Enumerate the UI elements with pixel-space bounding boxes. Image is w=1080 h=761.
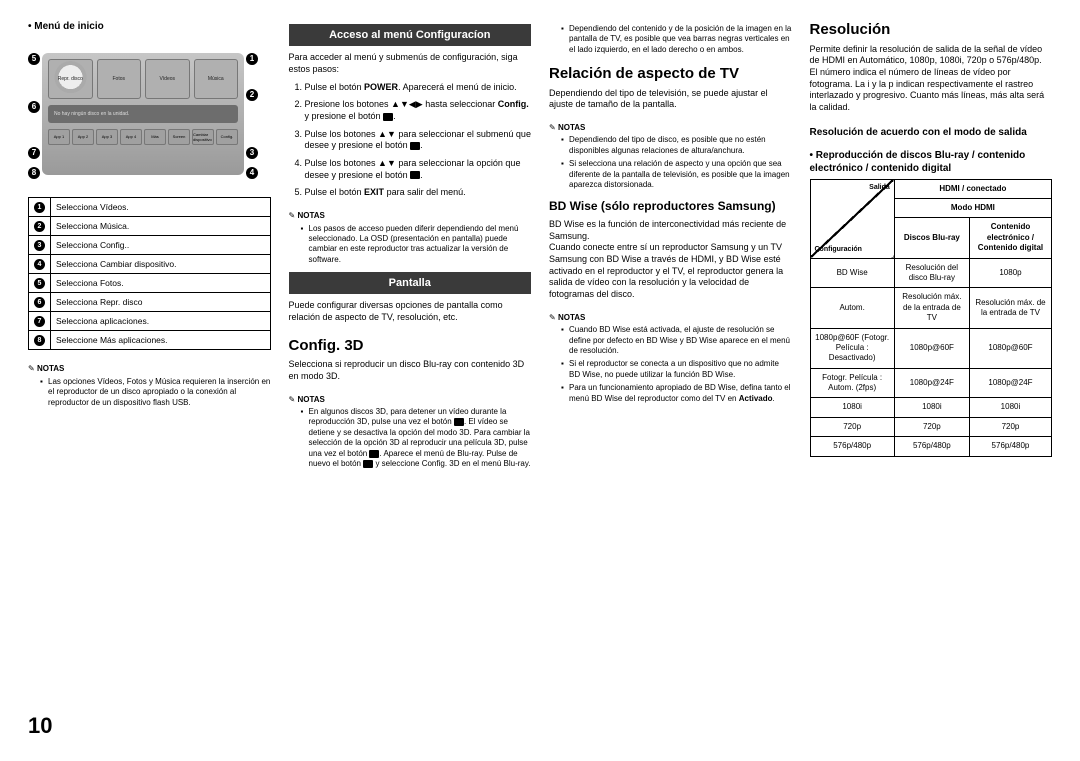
table-row: Fotogr. Película : Autom. (2fps)1080p@24… — [810, 368, 1052, 398]
tile-videos: Vídeos — [145, 59, 190, 99]
list-item: Los pasos de acceso pueden diferir depen… — [301, 224, 532, 266]
list-item: Para un funcionamiento apropiado de BD W… — [561, 383, 792, 404]
table-row: 4Selecciona Cambiar dispositivo. — [29, 255, 271, 274]
heading-res-repro: Reproducción de discos Blu-ray / conteni… — [810, 149, 1053, 175]
column-4: Resolución Permite definir la resolución… — [810, 20, 1053, 706]
list-item: Pulse los botones ▲▼ para seleccionar la… — [305, 158, 532, 181]
column-3: Dependiendo del contenido y de la posici… — [549, 20, 792, 706]
notes-list: Dependiendo del tipo de disco, es posibl… — [549, 135, 792, 193]
callout-4: 4 — [246, 167, 258, 179]
legend-table: 1Selecciona Vídeos. 2Selecciona Música. … — [28, 197, 271, 350]
table-row: 1Selecciona Vídeos. — [29, 198, 271, 217]
table-row: Autom.Resolución máx. de la entrada de T… — [810, 288, 1052, 328]
table-row: 3Selecciona Config.. — [29, 236, 271, 255]
column-2: Acceso al menú Configuracíon Para accede… — [289, 20, 532, 706]
list-item: En algunos discos 3D, para detener un ví… — [301, 407, 532, 469]
notes-list: Los pasos de acceso pueden diferir depen… — [289, 224, 532, 269]
callout-6: 6 — [28, 101, 40, 113]
callout-8: 8 — [28, 167, 40, 179]
callout-2: 2 — [246, 89, 258, 101]
band-pantalla: Pantalla — [289, 272, 532, 294]
list-item: Pulse el botón EXIT para salir del menú. — [305, 187, 532, 199]
resolution-table: Salida Configuración HDMI / conectado Mo… — [810, 179, 1053, 457]
table-row: 7Selecciona aplicaciones. — [29, 312, 271, 331]
steps-list: Pulse el botón POWER. Aparecerá el menú … — [289, 82, 532, 206]
notas-label: NOTAS — [28, 364, 271, 374]
pantalla-body: Puede configurar diversas opciones de pa… — [289, 300, 532, 323]
callout-5: 5 — [28, 53, 40, 65]
table-row: 1080i1080i1080i — [810, 398, 1052, 417]
table-row: 8Seleccione Más aplicaciones. — [29, 331, 271, 350]
tile-photos: Fotos — [97, 59, 142, 99]
acceso-intro: Para acceder al menú y submenús de confi… — [289, 52, 532, 75]
heading-config3d: Config. 3D — [289, 336, 532, 356]
notes-list: Dependiendo del contenido y de la posici… — [549, 24, 792, 58]
notas-label: NOTAS — [289, 395, 532, 405]
list-item: Dependiendo del contenido y de la posici… — [561, 24, 792, 55]
notes-list: Cuando BD Wise está activada, el ajuste … — [549, 325, 792, 407]
heading-bdwise: BD Wise (sólo reproductores Samsung) — [549, 199, 792, 215]
table-row: 2Selecciona Música. — [29, 217, 271, 236]
callout-1: 1 — [246, 53, 258, 65]
list-item: Si el reproductor se conecta a un dispos… — [561, 359, 792, 380]
list-item: Dependiendo del tipo de disco, es posibl… — [561, 135, 792, 156]
notes-list: En algunos discos 3D, para detener un ví… — [289, 407, 532, 472]
table-row: 1080p@60F (Fotogr. Película : Desactivad… — [810, 328, 1052, 368]
resolucion-body: Permite definir la resolución de salida … — [810, 44, 1053, 114]
menu-inicio-title: Menú de inicio — [28, 20, 271, 33]
list-item: Cuando BD Wise está activada, el ajuste … — [561, 325, 792, 356]
page-number: 10 — [28, 712, 1052, 741]
mockup-status-bar: No hay ningún disco en la unidad. — [48, 105, 238, 123]
table-row: 5Selecciona Fotos. — [29, 274, 271, 293]
bdwise-body: BD Wise es la función de interconectivid… — [549, 219, 792, 301]
diag-header: Salida Configuración — [810, 179, 894, 258]
table-row: BD WiseResolución del disco Blu-ray1080p — [810, 258, 1052, 288]
heading-res-mode: Resolución de acuerdo con el modo de sal… — [810, 126, 1053, 139]
callout-3: 3 — [246, 147, 258, 159]
table-row: 720p720p720p — [810, 417, 1052, 436]
table-row: 6Selecciona Repr. disco — [29, 293, 271, 312]
heading-relacion: Relación de aspecto de TV — [549, 64, 792, 84]
home-menu-mockup: Repr. disco Fotos Vídeos Música No hay n… — [28, 39, 258, 189]
list-item: Presione los botones ▲▼◀▶ hasta seleccio… — [305, 99, 532, 122]
list-item: Pulse los botones ▲▼ para seleccionar el… — [305, 129, 532, 152]
tile-disc: Repr. disco — [48, 59, 93, 99]
notas-label: NOTAS — [549, 313, 792, 323]
list-item: Las opciones Vídeos, Fotos y Música requ… — [40, 377, 271, 408]
table-row: Salida Configuración HDMI / conectado — [810, 179, 1052, 198]
list-item: Pulse el botón POWER. Aparecerá el menú … — [305, 82, 532, 94]
callout-7: 7 — [28, 147, 40, 159]
list-item: Si selecciona una relación de aspecto y … — [561, 159, 792, 190]
tile-music: Música — [194, 59, 239, 99]
config3d-body: Selecciona si reproducir un disco Blu-ra… — [289, 359, 532, 382]
relacion-body: Dependiendo del tipo de televisión, se p… — [549, 88, 792, 111]
band-acceso: Acceso al menú Configuracíon — [289, 24, 532, 46]
notas-label: NOTAS — [549, 123, 792, 133]
column-1: Menú de inicio Repr. disco Fotos Vídeos … — [28, 20, 271, 706]
heading-resolucion: Resolución — [810, 20, 1053, 40]
table-row: 576p/480p576p/480p576p/480p — [810, 437, 1052, 456]
notas-label: NOTAS — [289, 211, 532, 221]
notes-list: Las opciones Vídeos, Fotos y Música requ… — [28, 377, 271, 411]
